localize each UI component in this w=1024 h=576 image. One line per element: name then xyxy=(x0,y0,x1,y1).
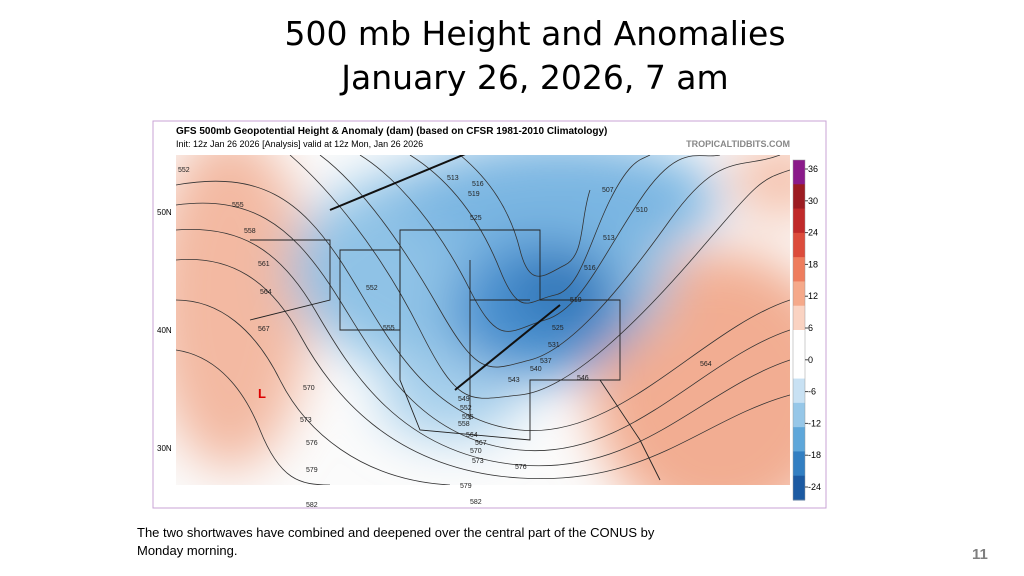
colorbar-tick-label: 0 xyxy=(808,355,813,365)
contour-label: 561 xyxy=(258,261,270,268)
colorbar-frame xyxy=(792,159,806,501)
contour-label: 570 xyxy=(470,448,482,455)
contour-label: 552 xyxy=(366,285,378,292)
contour-label: 555 xyxy=(383,325,395,332)
colorbar-tick-label: 18 xyxy=(808,259,818,269)
map-subheader: Init: 12z Jan 26 2026 [Analysis] valid a… xyxy=(176,139,423,149)
contour-label: 555 xyxy=(462,414,474,421)
colorbar-tick-label: -18 xyxy=(808,450,821,460)
contour-label: 582 xyxy=(306,502,318,509)
colorbar-tick-label: 12 xyxy=(808,291,818,301)
contour-label: 576 xyxy=(515,464,527,471)
contour-label: 516 xyxy=(472,181,484,188)
colorbar-segment xyxy=(793,427,805,452)
colorbar-segment xyxy=(793,378,805,404)
contour-label: 564 xyxy=(700,361,712,368)
contour-label: 576 xyxy=(306,440,318,447)
colorbar-tick-label: -24 xyxy=(808,482,821,492)
contour-label: 567 xyxy=(475,440,487,447)
contour-label: 552 xyxy=(460,405,472,412)
colorbar-tick-label: -12 xyxy=(808,418,821,428)
map-area xyxy=(176,155,790,485)
contour-label: 537 xyxy=(540,358,552,365)
contour-label: 543 xyxy=(508,377,520,384)
colorbar-segment xyxy=(793,402,805,428)
page-number: 11 xyxy=(972,546,988,563)
contour-label: 531 xyxy=(548,342,560,349)
colorbar-tick-label: 24 xyxy=(808,228,818,238)
contour-label: 570 xyxy=(303,385,315,392)
contour-label: 579 xyxy=(460,483,472,490)
contour-label: 507 xyxy=(602,187,614,194)
contour-label: 525 xyxy=(552,325,564,332)
contour-label: 573 xyxy=(300,417,312,424)
contour-label: 546 xyxy=(577,375,589,382)
contour-label: 513 xyxy=(447,175,459,182)
contour-label: 579 xyxy=(306,467,318,474)
latitude-label: 30N xyxy=(157,444,172,453)
caption: Monday morning. xyxy=(137,543,238,558)
colorbar-segment xyxy=(793,184,805,210)
contour-label: 558 xyxy=(244,228,256,235)
colorbar-segment xyxy=(793,475,805,501)
title: 500 mb Height and Anomalies xyxy=(284,14,786,53)
contour-label: 510 xyxy=(636,207,648,214)
map-credit: TROPICALTIDBITS.COM xyxy=(686,139,790,149)
colorbar-segment xyxy=(793,281,805,307)
colorbar-segment xyxy=(793,330,805,355)
colorbar-segment xyxy=(793,257,805,282)
caption: The two shortwaves have combined and dee… xyxy=(137,525,655,540)
colorbar-tick-label: -6 xyxy=(808,387,816,397)
colorbar-segment xyxy=(793,160,805,185)
latitude-label: 40N xyxy=(157,326,172,335)
contour-label: 552 xyxy=(178,167,190,174)
contour-label: 558 xyxy=(458,421,470,428)
contour-label: 516 xyxy=(584,265,596,272)
contour-label: 582 xyxy=(470,499,482,506)
contour-label: 519 xyxy=(468,191,480,198)
contour-label: 555 xyxy=(232,202,244,209)
contour-label: 540 xyxy=(530,366,542,373)
map-header: GFS 500mb Geopotential Height & Anomaly … xyxy=(176,126,607,137)
contour-label: 519 xyxy=(570,297,582,304)
colorbar-segment xyxy=(793,208,805,234)
contour-label: 513 xyxy=(603,235,615,242)
low-marker: L xyxy=(258,386,266,401)
colorbar-tick-label: 30 xyxy=(808,196,818,206)
title: January 26, 2026, 7 am xyxy=(341,58,729,97)
colorbar-segment xyxy=(793,451,805,477)
colorbar-tick-label: 36 xyxy=(808,164,818,174)
contour-label: 564 xyxy=(466,432,478,439)
contour-label: 564 xyxy=(260,289,272,296)
contour-label: 549 xyxy=(458,396,470,403)
colorbar-segment xyxy=(793,232,805,258)
contour-label: 525 xyxy=(470,215,482,222)
colorbar-segment xyxy=(793,354,805,380)
colorbar-segment xyxy=(793,305,805,331)
latitude-label: 50N xyxy=(157,208,172,217)
colorbar-tick-label: 6 xyxy=(808,323,813,333)
contour-label: 567 xyxy=(258,326,270,333)
contour-label: 573 xyxy=(472,458,484,465)
